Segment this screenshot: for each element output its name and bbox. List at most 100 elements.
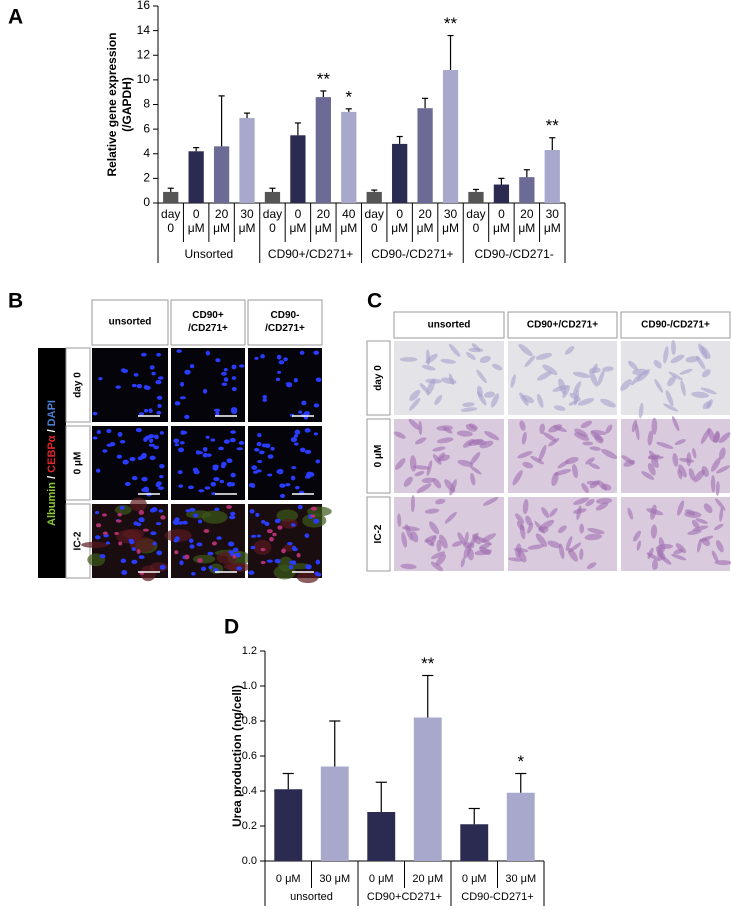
nucleus <box>141 452 147 458</box>
nucleus <box>260 547 266 552</box>
cell <box>451 541 463 547</box>
cell <box>432 454 442 465</box>
panel-letter: D <box>224 616 239 639</box>
nucleus <box>124 481 131 486</box>
nucleus <box>157 376 164 380</box>
nucleus <box>285 482 291 487</box>
stain-signal <box>164 529 192 542</box>
group-label: CD90-/CD271+ <box>371 247 453 261</box>
y-tick-label: 0.2 <box>242 820 257 832</box>
cell <box>440 358 456 364</box>
significance: ** <box>444 14 458 33</box>
cell <box>482 496 499 506</box>
row-label: day 0 <box>73 372 84 398</box>
bar <box>315 97 331 203</box>
nucleus <box>227 541 235 547</box>
cell <box>590 431 604 442</box>
nucleus <box>109 442 116 447</box>
bar <box>366 191 382 203</box>
nucleus <box>136 383 143 389</box>
cell <box>715 539 724 553</box>
nucleus <box>184 554 190 560</box>
cell <box>464 531 469 545</box>
cell <box>480 533 496 543</box>
cell <box>434 394 443 405</box>
nucleus <box>131 547 136 552</box>
cell <box>468 423 478 430</box>
nucleus <box>202 453 208 458</box>
cell <box>552 385 569 392</box>
cell <box>432 477 442 489</box>
cell <box>691 391 710 399</box>
nucleus <box>236 447 243 451</box>
nucleus <box>206 453 212 457</box>
nucleus <box>156 410 162 415</box>
y-tick-label: 10 <box>137 72 151 86</box>
cell <box>399 357 418 362</box>
cell <box>457 532 466 545</box>
y-tick-label: 0.4 <box>242 785 257 797</box>
group-label: CD90+CD271+ <box>367 891 442 903</box>
nucleus <box>304 449 312 454</box>
cell <box>490 393 500 408</box>
nucleus <box>313 518 320 524</box>
nucleus <box>219 479 225 484</box>
nucleus <box>148 443 155 447</box>
x-tick-label: 0 <box>498 207 505 221</box>
nucleus <box>197 558 203 564</box>
y-tick-label: 14 <box>137 23 151 37</box>
cell <box>572 464 578 479</box>
cell <box>660 555 672 565</box>
cell <box>518 344 533 357</box>
x-tick-label: 0 μM <box>276 873 301 885</box>
nucleus <box>208 565 213 570</box>
nucleus <box>191 572 196 576</box>
stain-name: / <box>46 473 58 482</box>
nucleus <box>187 485 194 490</box>
nucleus <box>274 558 281 564</box>
nucleus <box>120 558 127 563</box>
cell <box>663 403 679 412</box>
cell <box>549 508 558 517</box>
group-label: CD90-CD271+ <box>461 891 533 903</box>
bar <box>213 146 230 203</box>
nucleus <box>308 472 315 477</box>
panel-letter: B <box>8 290 23 313</box>
cell <box>590 429 607 435</box>
cell <box>525 515 532 526</box>
nucleus <box>215 358 221 363</box>
nucleus <box>173 520 180 525</box>
nucleus <box>122 459 129 465</box>
cell <box>715 481 720 497</box>
x-tick-label: μM <box>315 221 332 235</box>
nucleus <box>152 541 157 546</box>
cell <box>538 519 555 531</box>
stain-signal <box>276 509 299 522</box>
nucleus <box>232 547 239 553</box>
cell <box>470 451 481 465</box>
nucleus <box>260 354 265 359</box>
cell <box>430 561 444 572</box>
cell <box>517 451 533 459</box>
cell <box>679 458 695 463</box>
row-header <box>65 347 91 423</box>
bar <box>506 792 535 861</box>
cell <box>675 543 687 554</box>
cell <box>462 402 475 407</box>
nucleus <box>285 382 293 386</box>
cell <box>519 523 526 540</box>
cell <box>716 465 730 474</box>
cell <box>393 431 406 439</box>
cell <box>579 548 584 560</box>
cell <box>435 498 446 505</box>
cell <box>469 465 482 475</box>
column-label: CD90- <box>271 310 300 321</box>
cell <box>436 540 442 552</box>
nucleus <box>298 410 303 414</box>
cell <box>538 444 547 462</box>
nucleus <box>143 437 148 442</box>
nucleus <box>188 538 194 544</box>
nucleus <box>221 461 227 467</box>
cell <box>670 354 685 364</box>
